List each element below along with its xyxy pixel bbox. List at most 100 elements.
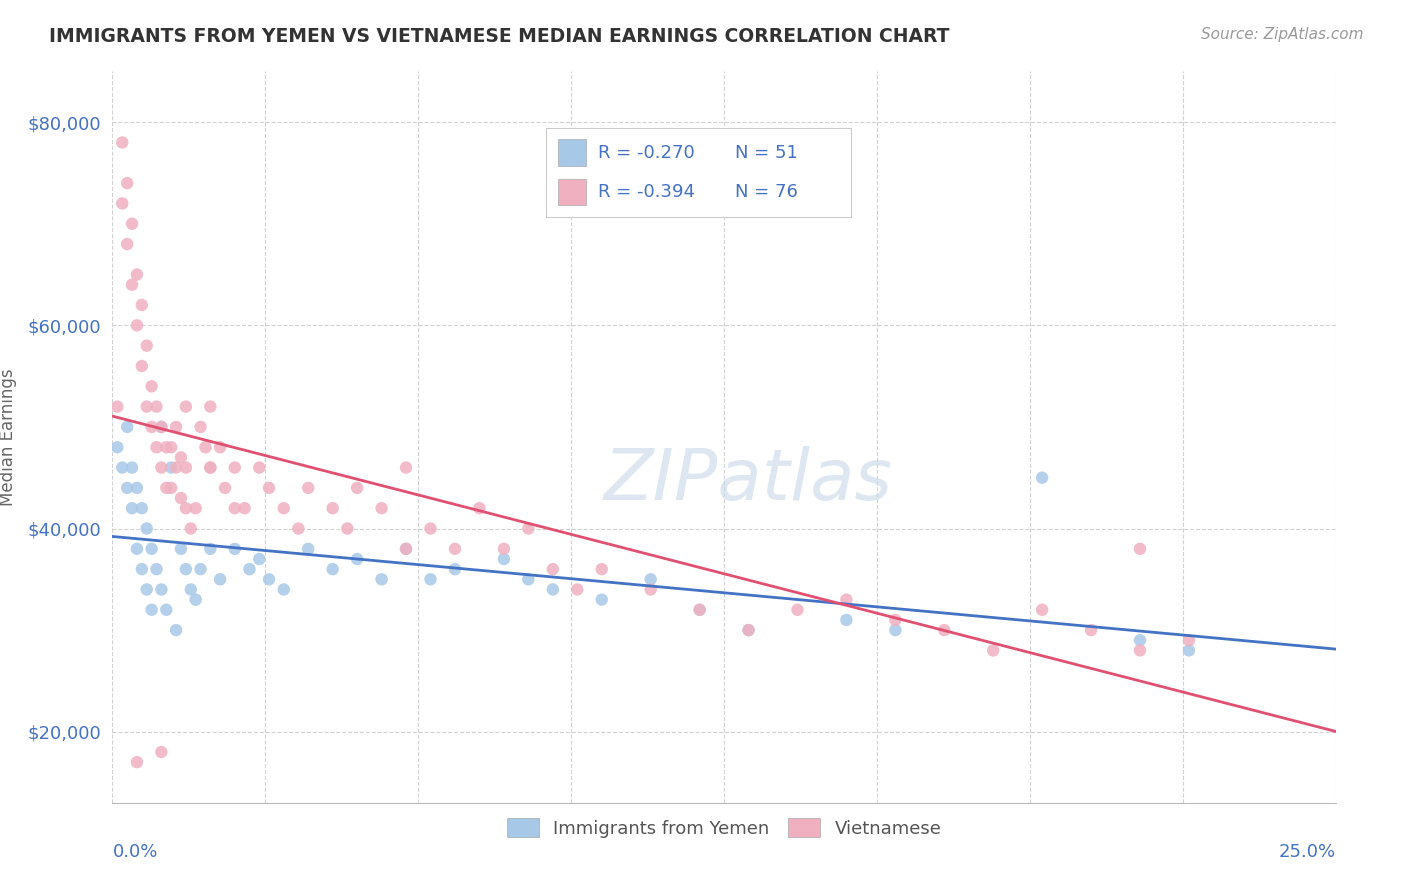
Point	[492, 552, 515, 566]
Point	[517, 572, 540, 586]
Point	[884, 623, 907, 637]
Point	[224, 460, 246, 475]
Point	[194, 440, 217, 454]
Point	[209, 572, 232, 586]
Point	[165, 623, 187, 637]
Point	[115, 237, 138, 252]
Point	[1129, 633, 1152, 648]
Point	[200, 460, 222, 475]
Point	[1178, 633, 1201, 648]
Point	[170, 450, 193, 465]
Point	[370, 572, 392, 586]
Point	[591, 592, 613, 607]
Point	[180, 521, 202, 535]
Point	[170, 541, 193, 556]
Point	[224, 501, 246, 516]
Point	[174, 562, 197, 576]
Point	[174, 400, 197, 414]
Point	[1129, 643, 1152, 657]
Point	[135, 582, 157, 597]
Point	[165, 460, 187, 475]
Point	[111, 136, 134, 150]
Point	[591, 562, 613, 576]
Point	[174, 501, 197, 516]
Point	[174, 460, 197, 475]
Point	[567, 582, 589, 597]
Text: R = -0.394: R = -0.394	[598, 183, 695, 201]
Text: N = 51: N = 51	[735, 144, 799, 161]
Point	[257, 572, 280, 586]
Point	[835, 592, 858, 607]
Point	[180, 582, 202, 597]
Point	[689, 603, 711, 617]
Point	[184, 592, 207, 607]
Point	[541, 562, 564, 576]
Point	[160, 440, 183, 454]
Point	[155, 603, 177, 617]
Point	[1031, 471, 1053, 485]
Point	[257, 481, 280, 495]
FancyBboxPatch shape	[558, 139, 586, 166]
Point	[131, 562, 153, 576]
Point	[737, 623, 759, 637]
Point	[395, 541, 418, 556]
Point	[145, 400, 167, 414]
Point	[111, 460, 134, 475]
Point	[395, 460, 418, 475]
Point	[640, 582, 662, 597]
Point	[541, 582, 564, 597]
Point	[273, 501, 295, 516]
Point	[835, 613, 858, 627]
Point	[419, 521, 441, 535]
Point	[444, 562, 467, 576]
Point	[141, 379, 163, 393]
Text: Source: ZipAtlas.com: Source: ZipAtlas.com	[1201, 27, 1364, 42]
Point	[273, 582, 295, 597]
Point	[1080, 623, 1102, 637]
Point	[125, 268, 148, 282]
Point	[160, 460, 183, 475]
Point	[135, 400, 157, 414]
Point	[141, 541, 163, 556]
Text: R = -0.270: R = -0.270	[598, 144, 695, 161]
Text: 0.0%: 0.0%	[112, 844, 157, 862]
Point	[419, 572, 441, 586]
Point	[492, 541, 515, 556]
Point	[150, 420, 173, 434]
Point	[190, 562, 212, 576]
Point	[468, 501, 491, 516]
Text: ZIPatlas: ZIPatlas	[605, 447, 893, 516]
Point	[1031, 603, 1053, 617]
Point	[200, 541, 222, 556]
Point	[150, 582, 173, 597]
Point	[145, 562, 167, 576]
Point	[121, 501, 143, 516]
Point	[786, 603, 808, 617]
Legend: Immigrants from Yemen, Vietnamese: Immigrants from Yemen, Vietnamese	[499, 811, 949, 845]
Point	[190, 420, 212, 434]
Point	[1178, 643, 1201, 657]
Point	[121, 217, 143, 231]
Point	[287, 521, 309, 535]
Point	[395, 541, 418, 556]
Point	[209, 440, 232, 454]
Point	[135, 338, 157, 352]
Point	[150, 420, 173, 434]
Point	[517, 521, 540, 535]
Point	[233, 501, 256, 516]
Text: 25.0%: 25.0%	[1278, 844, 1336, 862]
Point	[155, 440, 177, 454]
Point	[689, 603, 711, 617]
Point	[238, 562, 260, 576]
Point	[170, 491, 193, 505]
Point	[111, 196, 134, 211]
Point	[247, 552, 270, 566]
Point	[297, 541, 319, 556]
Point	[346, 552, 368, 566]
Point	[145, 440, 167, 454]
Point	[155, 481, 177, 495]
Point	[105, 440, 128, 454]
Text: N = 76: N = 76	[735, 183, 799, 201]
Y-axis label: Median Earnings: Median Earnings	[0, 368, 17, 506]
Point	[160, 481, 183, 495]
